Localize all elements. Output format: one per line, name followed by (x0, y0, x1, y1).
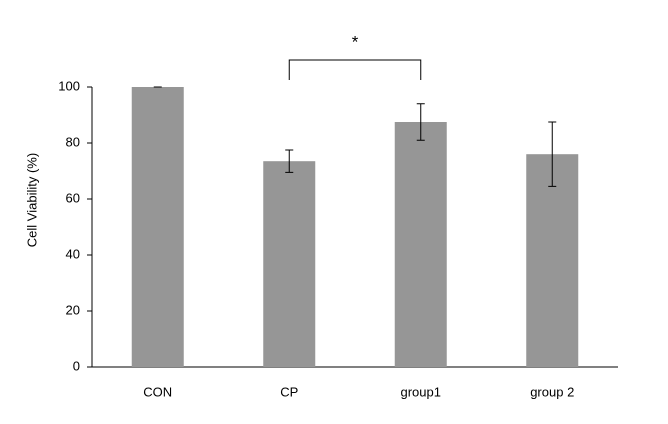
y-tick-label: 40 (66, 246, 80, 261)
significance-label: * (352, 32, 359, 51)
x-tick-label: CON (143, 384, 172, 399)
y-tick-label: 100 (58, 78, 80, 93)
bar (263, 161, 316, 367)
y-tick-label: 20 (66, 302, 80, 317)
error-bar (285, 149, 294, 173)
error-bar (548, 121, 557, 187)
y-tick-label: 0 (73, 358, 80, 373)
y-tick-label: 80 (66, 134, 80, 149)
bar (131, 87, 184, 367)
x-tick-label: group1 (401, 384, 441, 399)
bar (526, 154, 579, 367)
significance-bracket (288, 59, 422, 80)
error-bar (416, 103, 425, 141)
bar (394, 122, 447, 367)
y-tick-label: 60 (66, 190, 80, 205)
x-tick-label: CP (280, 384, 298, 399)
x-tick-label: group 2 (530, 384, 574, 399)
y-axis-label: Cell Viability (%) (24, 153, 39, 247)
